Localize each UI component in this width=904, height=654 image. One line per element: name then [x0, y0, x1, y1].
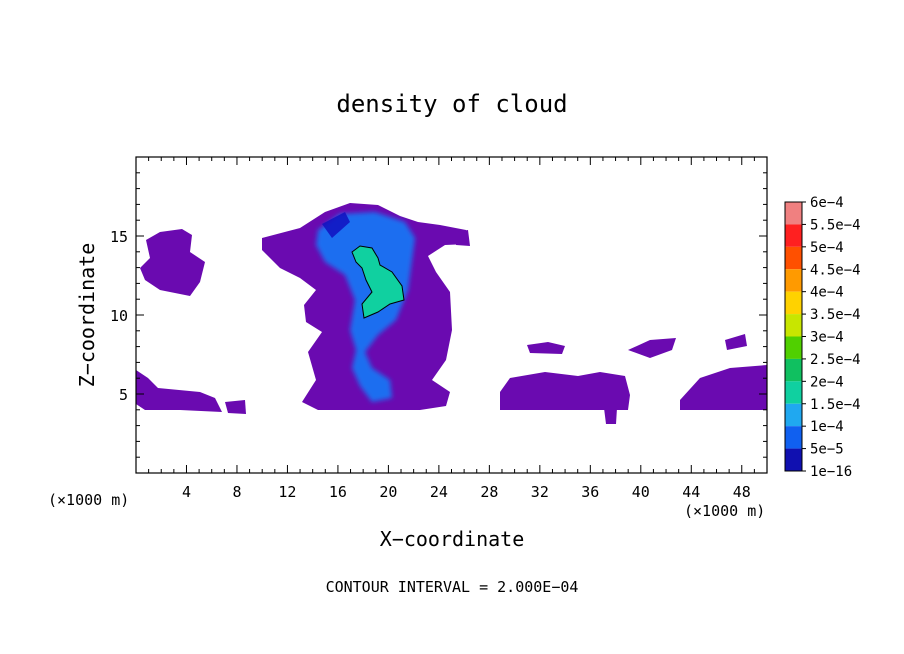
x-tick-label: 40 [632, 483, 650, 501]
colorbar-label: 1e−16 [810, 464, 852, 480]
region-mid-right-fleck-high [527, 342, 565, 354]
region-left-lower [136, 370, 222, 412]
colorbar-swatch [785, 403, 802, 427]
colorbar-swatch [785, 202, 802, 225]
colorbar-swatch [785, 291, 802, 315]
y-tick-label: 15 [110, 228, 128, 246]
colorbar-swatch [785, 336, 802, 359]
x-tick-label: 20 [379, 483, 397, 501]
colorbar-swatch [785, 314, 802, 337]
colorbar-label: 4e−4 [810, 285, 844, 301]
region-left-upper [140, 229, 205, 296]
y-tick-labels: 5 10 15 [110, 228, 128, 404]
colorbar-label: 1e−4 [810, 419, 844, 435]
colorbar-label: 2e−4 [810, 374, 844, 390]
level-2e-4-regions [351, 245, 405, 319]
colorbar-swatch [785, 224, 802, 247]
y-tick-label: 10 [110, 307, 128, 325]
colorbar-label: 3.5e−4 [810, 307, 861, 323]
colorbar-label: 1.5e−4 [810, 397, 861, 413]
region-mid-right [500, 372, 630, 410]
x-tick-labels: 4 8 12 16 20 24 28 32 36 40 44 48 [182, 483, 751, 501]
x-tick-label: 44 [682, 483, 700, 501]
density-field [136, 203, 767, 424]
x-unit-right: (×1000 m) [684, 502, 765, 520]
colorbar-label: 5e−4 [810, 240, 844, 256]
colorbar-swatch [785, 426, 802, 449]
region-mid-right-fleck-low [604, 408, 617, 424]
level-1e-16-regions [136, 203, 767, 424]
region-right [680, 365, 767, 410]
colorbar-swatch [785, 381, 802, 404]
region-core-5e-5 [322, 212, 350, 238]
colorbar-label: 3e−4 [810, 330, 844, 346]
colorbar-swatch [785, 358, 802, 382]
x-unit-left: (×1000 m) [48, 491, 129, 509]
colorbar-label: 2.5e−4 [810, 352, 861, 368]
axis-ticks [136, 157, 767, 473]
region-right-upper-fleck [725, 334, 747, 350]
level-5e-5-regions [322, 212, 350, 238]
colorbar-swatch [785, 269, 802, 292]
plot-frame [135, 156, 768, 474]
chart-title: density of cloud [336, 90, 567, 118]
colorbar-label: 5.5e−4 [810, 217, 861, 233]
colorbar-label: 6e−4 [810, 195, 844, 211]
x-tick-label: 48 [733, 483, 751, 501]
colorbar-label: 4.5e−4 [810, 262, 861, 278]
contour-interval-footer: CONTOUR INTERVAL = 2.000E−04 [326, 578, 579, 596]
y-tick-label: 5 [119, 386, 128, 404]
x-tick-label: 8 [232, 483, 241, 501]
x-tick-label: 32 [531, 483, 549, 501]
x-tick-label: 4 [182, 483, 191, 501]
x-tick-label: 16 [329, 483, 347, 501]
colorbar-swatch [785, 246, 802, 270]
colorbar-swatch [785, 448, 802, 471]
x-tick-label: 12 [278, 483, 296, 501]
colorbar-label: 5e−5 [810, 442, 844, 458]
region-right-center-fleck [628, 338, 676, 358]
x-axis-label: X−coordinate [380, 527, 525, 551]
x-tick-label: 36 [581, 483, 599, 501]
region-core-2e-4 [351, 245, 405, 319]
region-left-flecks [225, 400, 246, 414]
region-central-right-fleck [455, 230, 470, 246]
y-axis-label: Z−coordinate [75, 243, 99, 388]
x-tick-label: 24 [430, 483, 448, 501]
colorbar: 6e−4 5.5e−4 5e−4 4.5e−4 4e−4 3.5e−4 3e−4 2.5e−4… [784, 195, 861, 480]
x-tick-label: 28 [480, 483, 498, 501]
